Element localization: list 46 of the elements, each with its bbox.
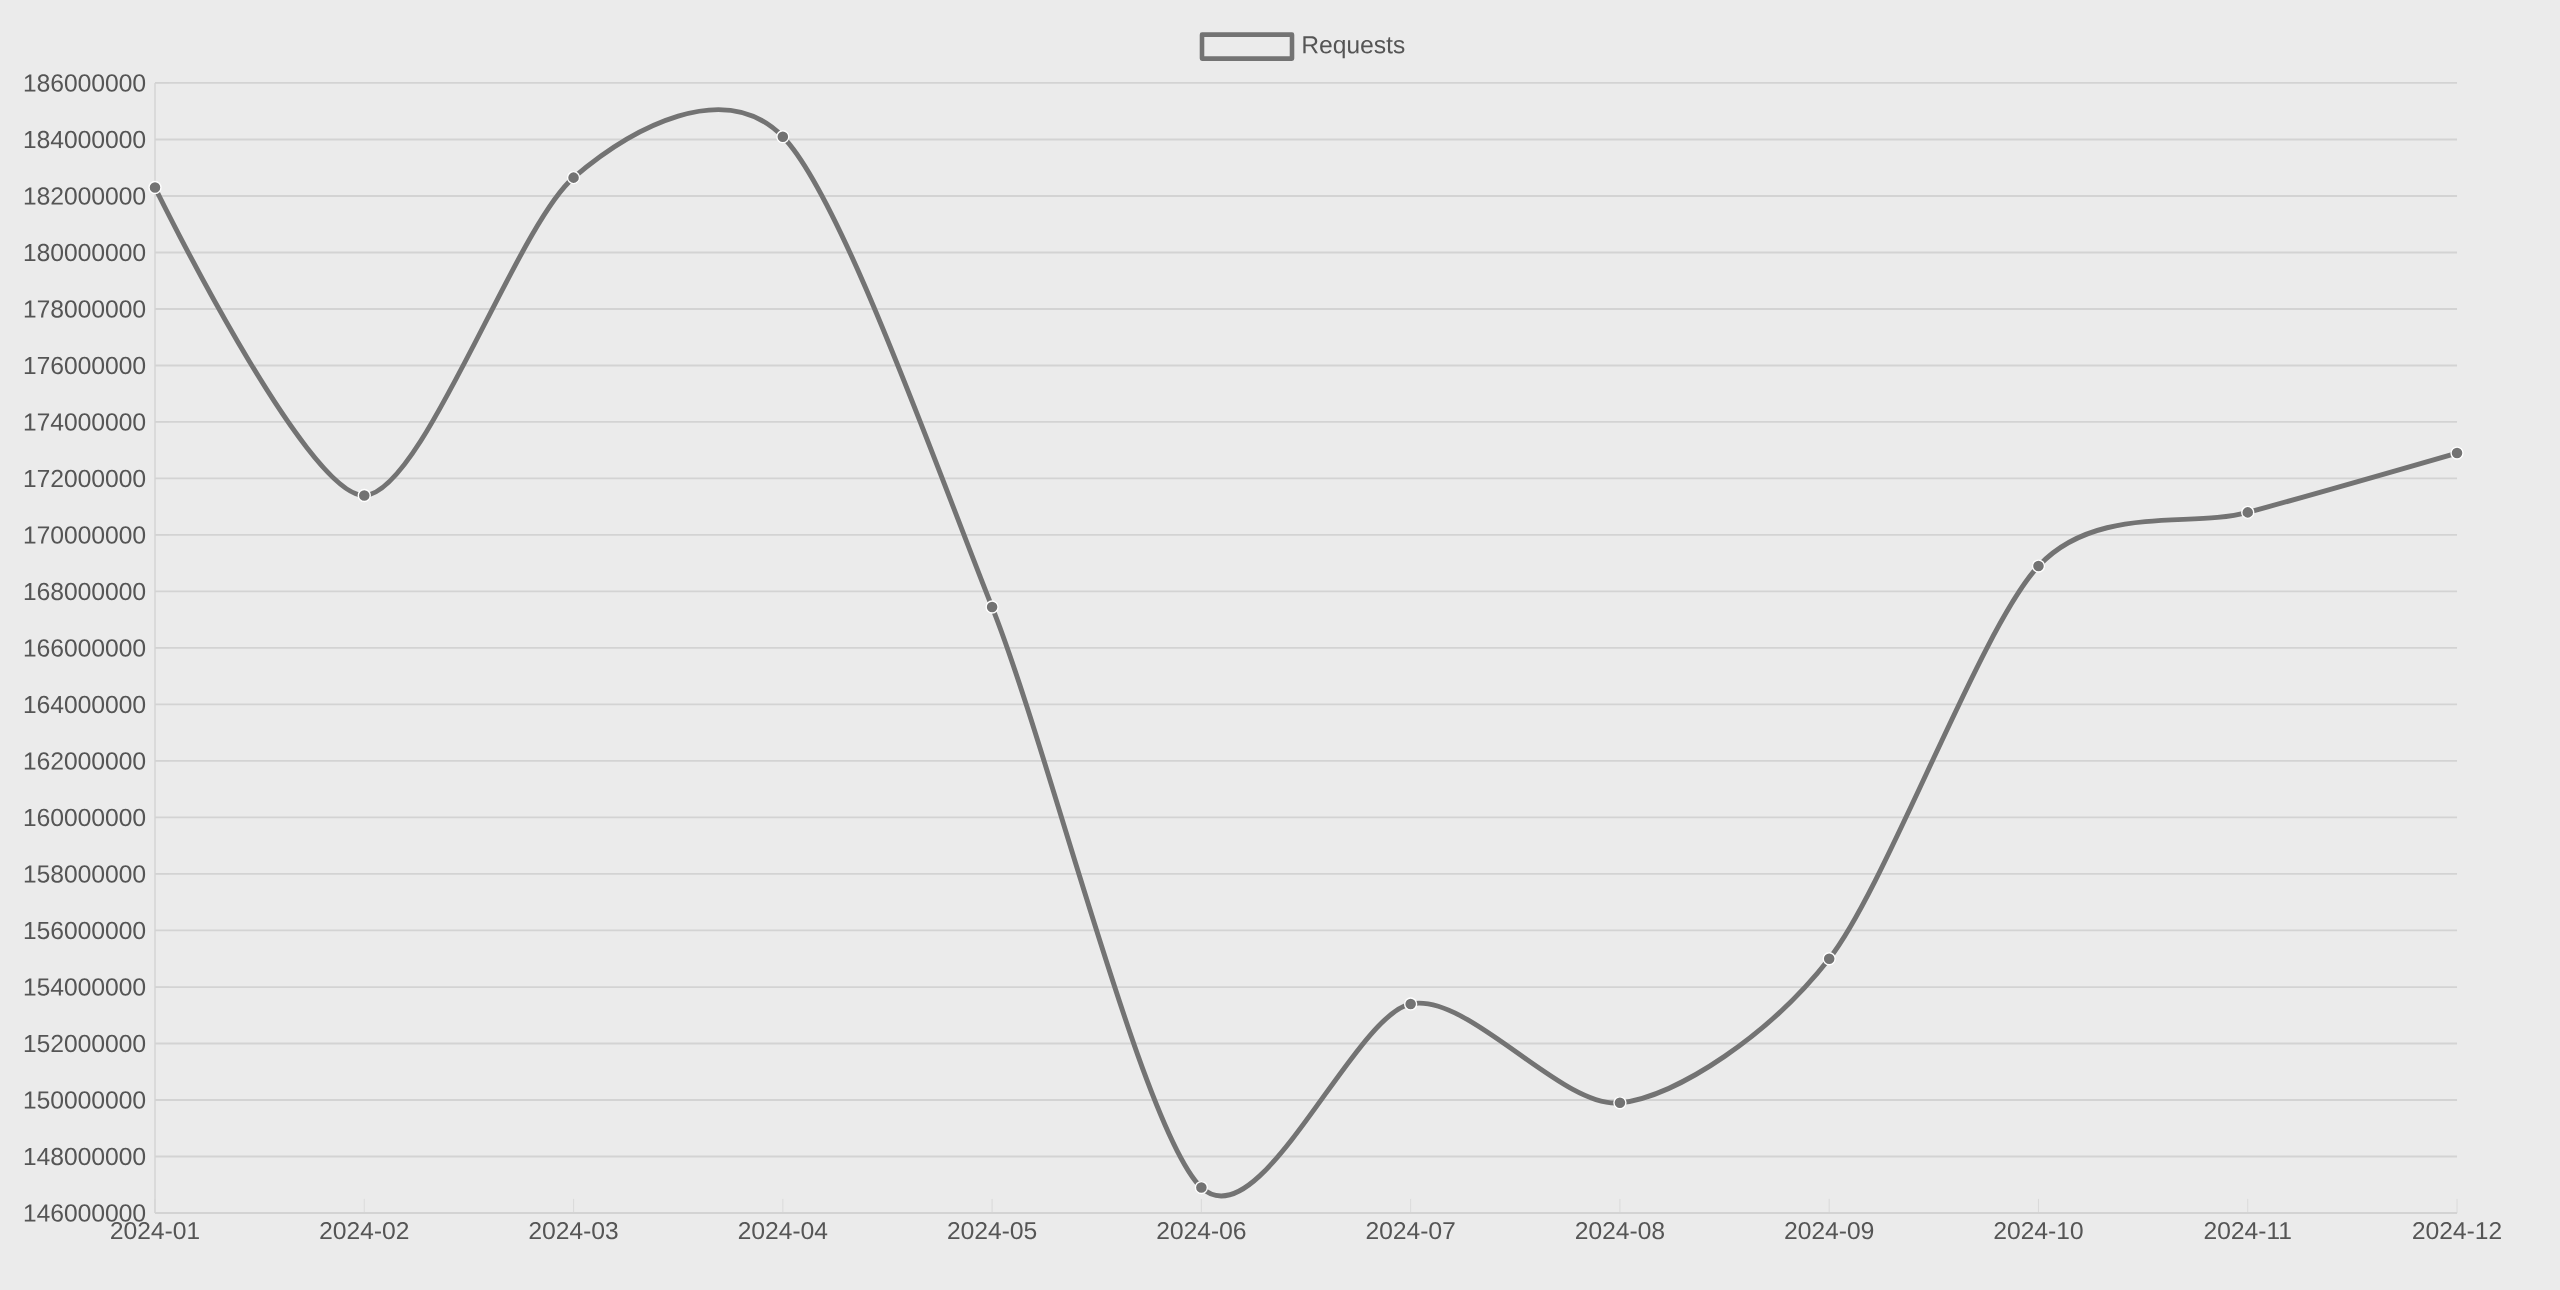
y-tick-label: 150000000 — [24, 1091, 146, 1109]
point — [1613, 1096, 1627, 1110]
x-tick-label: 2024-09 — [1785, 1221, 1874, 1240]
x-tick-label: 2024-10 — [1994, 1221, 2083, 1240]
x-tick-label: 2024-08 — [1575, 1221, 1664, 1240]
x-tick-label: 2024-12 — [2413, 1221, 2501, 1240]
y-tick-label: 184000000 — [24, 130, 146, 149]
x-tick-label: 2024-04 — [738, 1221, 828, 1240]
point — [985, 600, 999, 614]
point — [2241, 505, 2255, 520]
x-tick-label: 2024-05 — [948, 1221, 1037, 1240]
x-tick-label: 2024-01 — [111, 1221, 199, 1240]
y-tick-label: 164000000 — [24, 695, 146, 714]
y-tick-label: 154000000 — [24, 978, 146, 996]
y-tick-label: 162000000 — [24, 752, 146, 770]
point — [776, 129, 790, 144]
point — [148, 180, 162, 195]
y-tick-label: 158000000 — [24, 865, 146, 883]
legend-label: Requests — [1303, 36, 1405, 59]
y-tick-label: 174000000 — [24, 413, 146, 431]
point — [357, 488, 371, 503]
point — [2031, 559, 2046, 573]
y-tick-label: 156000000 — [24, 921, 146, 940]
x-tick-label: 2024-07 — [1366, 1221, 1455, 1240]
y-tick-label: 180000000 — [24, 243, 146, 262]
point — [1403, 997, 1418, 1011]
y-tick-label: 152000000 — [24, 1034, 146, 1053]
y-tick-label: 176000000 — [24, 356, 146, 375]
y-tick-label: 146000000 — [24, 1204, 146, 1222]
y-tick-label: 148000000 — [24, 1147, 146, 1166]
y-tick-label: 178000000 — [24, 300, 146, 318]
y-tick-label: 168000000 — [24, 582, 146, 601]
point — [2450, 446, 2464, 460]
y-tick-label: 182000000 — [24, 187, 146, 205]
point — [566, 170, 581, 185]
x-tick-label: 2024-11 — [2204, 1221, 2291, 1240]
point — [1194, 1180, 1209, 1195]
y-tick-label: 160000000 — [24, 808, 146, 827]
x-tick-label: 2024-06 — [1157, 1221, 1246, 1240]
y-tick-label: 186000000 — [24, 74, 146, 92]
x-tick-label: 2024-03 — [529, 1221, 618, 1240]
y-tick-label: 166000000 — [24, 639, 146, 657]
x-tick-label: 2024-02 — [320, 1221, 409, 1240]
y-tick-label: 170000000 — [24, 526, 146, 544]
point — [1822, 952, 1836, 966]
y-tick-label: 172000000 — [24, 469, 146, 488]
